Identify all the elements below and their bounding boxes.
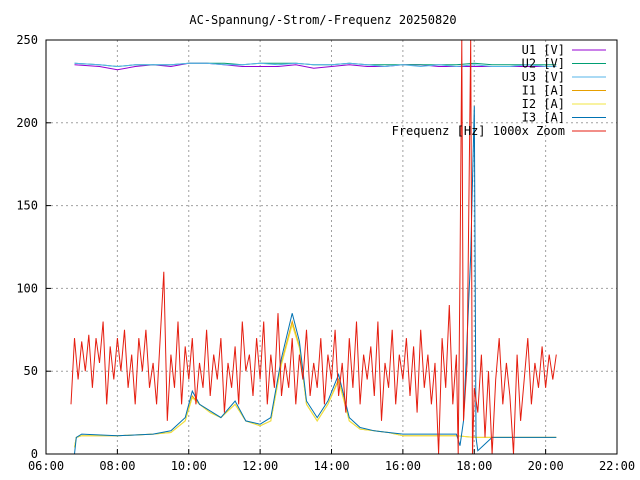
series-line-frequenz	[70, 39, 557, 455]
series-line-i3	[74, 106, 557, 455]
legend-label: I1 [A]	[522, 84, 565, 98]
y-axis: 0 50 100 150 200 250	[16, 33, 51, 461]
legend: U1 [V]U2 [V]U3 [V]I1 [A]I2 [A]I3 [A]Freq…	[392, 43, 606, 138]
x-tick-label: 18:00	[456, 459, 492, 473]
x-tick-label: 14:00	[313, 459, 349, 473]
y-tick-label: 0	[31, 447, 38, 461]
legend-label: U2 [V]	[522, 57, 565, 71]
x-tick-label: 10:00	[171, 459, 207, 473]
y-tick-label: 200	[16, 116, 38, 130]
y-tick-label: 50	[24, 364, 38, 378]
legend-label: Frequenz [Hz] 1000x Zoom	[392, 124, 565, 138]
series-line-u3	[74, 62, 557, 68]
series-line-u1	[74, 62, 557, 71]
x-tick-label: 22:00	[599, 459, 635, 473]
legend-label: U3 [V]	[522, 70, 565, 84]
x-tick-label: 12:00	[242, 459, 278, 473]
legend-label: I3 [A]	[522, 111, 565, 125]
plot-area	[70, 39, 557, 455]
y-tick-label: 250	[16, 33, 38, 47]
x-axis: 06:00 08:00 10:00 12:00 14:00 16:00 18:00 20:00…	[28, 449, 635, 473]
x-tick-label: 20:00	[528, 459, 564, 473]
x-tick-label: 06:00	[28, 459, 64, 473]
legend-label: U1 [V]	[522, 43, 565, 57]
chart-title: AC-Spannung/-Strom/-Frequenz 20250820	[189, 13, 456, 27]
x-tick-label: 16:00	[385, 459, 421, 473]
plot-frame	[45, 39, 618, 455]
legend-label: I2 [A]	[522, 97, 565, 111]
y-tick-label: 150	[16, 199, 38, 213]
y-tick-label: 100	[16, 281, 38, 295]
x-tick-label: 08:00	[99, 459, 135, 473]
